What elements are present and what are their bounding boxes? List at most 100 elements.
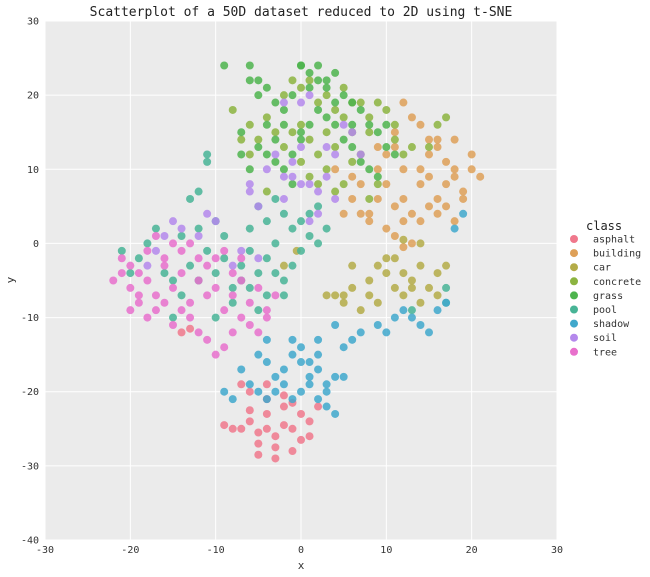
point-car <box>416 239 425 248</box>
point-pool <box>177 232 186 241</box>
point-building <box>390 143 399 152</box>
point-car <box>356 306 365 315</box>
point-shadow <box>450 224 459 233</box>
point-pool <box>254 269 263 278</box>
point-concrete <box>305 135 314 144</box>
legend-marker-shadow <box>570 319 578 328</box>
point-pool <box>237 261 246 270</box>
point-shadow <box>331 372 340 381</box>
point-grass <box>373 172 382 181</box>
legend-marker-car <box>570 263 578 272</box>
point-soil <box>322 143 331 152</box>
point-pool <box>288 224 297 233</box>
point-soil <box>245 180 254 189</box>
point-asphalt <box>262 409 271 418</box>
point-asphalt <box>288 447 297 456</box>
point-grass <box>262 120 271 129</box>
point-grass <box>348 143 357 152</box>
point-soil <box>279 194 288 203</box>
point-car <box>373 261 382 270</box>
point-concrete <box>322 91 331 100</box>
point-tree <box>228 291 237 300</box>
point-concrete <box>314 150 323 159</box>
point-tree <box>254 328 263 337</box>
point-soil <box>314 187 323 196</box>
point-pool <box>203 246 212 255</box>
point-car <box>382 269 391 278</box>
point-grass <box>262 83 271 92</box>
point-asphalt <box>262 424 271 433</box>
point-building <box>407 113 416 122</box>
point-concrete <box>237 135 246 144</box>
point-tree <box>186 298 195 307</box>
y-axis-label: y <box>4 276 17 283</box>
point-grass <box>279 105 288 114</box>
point-shadow <box>382 328 391 337</box>
point-concrete <box>297 120 305 129</box>
point-concrete <box>245 120 254 129</box>
point-pool <box>194 224 203 233</box>
legend-marker-grass <box>570 291 578 300</box>
point-shadow <box>288 350 297 359</box>
point-grass <box>254 76 263 85</box>
point-asphalt <box>271 454 280 463</box>
point-car <box>399 269 408 278</box>
x-tick-label: 10 <box>380 545 392 556</box>
point-shadow <box>271 372 280 381</box>
point-soil <box>279 172 288 181</box>
point-asphalt <box>305 432 314 441</box>
point-soil <box>203 209 212 218</box>
point-tree <box>177 246 186 255</box>
point-pool <box>262 254 271 263</box>
point-soil <box>305 180 314 189</box>
x-tick-label: -10 <box>207 545 225 556</box>
point-building <box>331 165 340 174</box>
point-tree <box>203 291 212 300</box>
point-car <box>416 261 425 270</box>
point-shadow <box>322 402 331 411</box>
point-grass <box>356 105 365 114</box>
point-car <box>433 269 442 278</box>
point-building <box>416 180 425 189</box>
point-pool <box>186 261 195 270</box>
point-building <box>365 217 374 226</box>
point-soil <box>279 98 288 107</box>
point-soil <box>339 120 348 129</box>
point-asphalt <box>177 328 186 337</box>
point-concrete <box>399 150 408 159</box>
point-tree <box>117 254 126 263</box>
point-soil <box>297 98 305 107</box>
point-building <box>450 135 459 144</box>
point-concrete <box>373 98 382 107</box>
chart-title: Scatterplot of a 50D dataset reduced to … <box>90 5 513 20</box>
point-tree <box>160 261 169 270</box>
point-concrete <box>271 128 280 137</box>
point-tree <box>203 335 212 344</box>
point-asphalt <box>262 380 271 389</box>
point-shadow <box>314 365 323 374</box>
point-grass <box>373 128 382 137</box>
point-tree <box>143 313 152 322</box>
point-shadow <box>271 387 280 396</box>
point-tree <box>134 291 143 300</box>
point-grass <box>288 180 297 189</box>
point-grass <box>297 128 305 137</box>
point-building <box>450 165 459 174</box>
point-shadow <box>390 313 399 322</box>
point-soil <box>143 261 152 270</box>
point-shadow <box>356 328 365 337</box>
point-tree <box>143 276 152 285</box>
point-tree <box>194 276 203 285</box>
point-tree <box>186 239 195 248</box>
point-car <box>348 261 357 270</box>
point-asphalt <box>254 439 263 448</box>
point-shadow <box>331 320 340 329</box>
point-pool <box>194 187 203 196</box>
point-soil <box>245 187 254 196</box>
point-concrete <box>279 91 288 100</box>
point-concrete <box>365 128 374 137</box>
point-shadow <box>322 387 331 396</box>
point-building <box>450 217 459 226</box>
point-concrete <box>365 113 374 122</box>
point-building <box>433 194 442 203</box>
